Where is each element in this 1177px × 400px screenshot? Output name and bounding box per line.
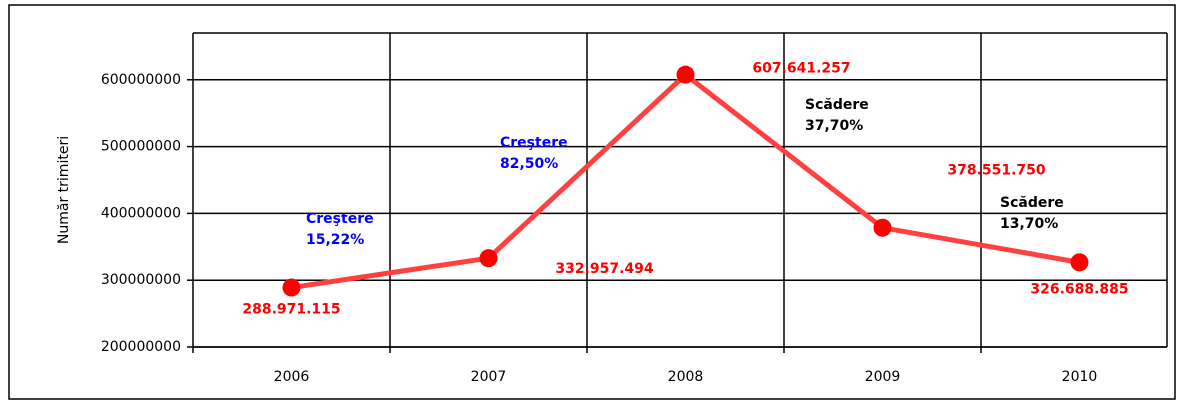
y-axis-label: Număr trimiteri bbox=[56, 136, 72, 244]
annotation: 13,70% bbox=[1000, 216, 1058, 232]
y-tick-label: 600000000 bbox=[101, 72, 181, 88]
annotation: 37,70% bbox=[805, 118, 863, 134]
y-tick-label: 500000000 bbox=[101, 139, 181, 155]
marker bbox=[1070, 253, 1089, 272]
y-tick-label: 200000000 bbox=[101, 339, 181, 355]
data-label: 326.688.885 bbox=[1030, 281, 1128, 297]
data-label: 332.957.494 bbox=[555, 261, 654, 277]
marker bbox=[873, 218, 892, 237]
y-tick-label: 400000000 bbox=[101, 205, 181, 221]
data-label: 288.971.115 bbox=[242, 302, 340, 318]
marker bbox=[282, 278, 301, 297]
x-tick-label: 2009 bbox=[865, 369, 901, 385]
x-tick-label: 2006 bbox=[274, 369, 310, 385]
annotation: 82,50% bbox=[500, 156, 558, 172]
marker bbox=[479, 249, 498, 268]
marker bbox=[676, 65, 695, 84]
annotation: Scădere bbox=[1000, 195, 1064, 211]
y-tick-label: 300000000 bbox=[101, 272, 181, 288]
data-label: 607.641.257 bbox=[752, 61, 850, 77]
annotation: Creştere bbox=[306, 211, 374, 227]
annotation: Creştere bbox=[500, 135, 568, 151]
x-tick-label: 2008 bbox=[668, 369, 704, 385]
annotation: Scădere bbox=[805, 97, 869, 113]
data-label: 378.551.750 bbox=[947, 163, 1046, 179]
x-tick-label: 2010 bbox=[1062, 369, 1098, 385]
annotation: 15,22% bbox=[306, 232, 364, 248]
x-tick-label: 2007 bbox=[471, 369, 507, 385]
